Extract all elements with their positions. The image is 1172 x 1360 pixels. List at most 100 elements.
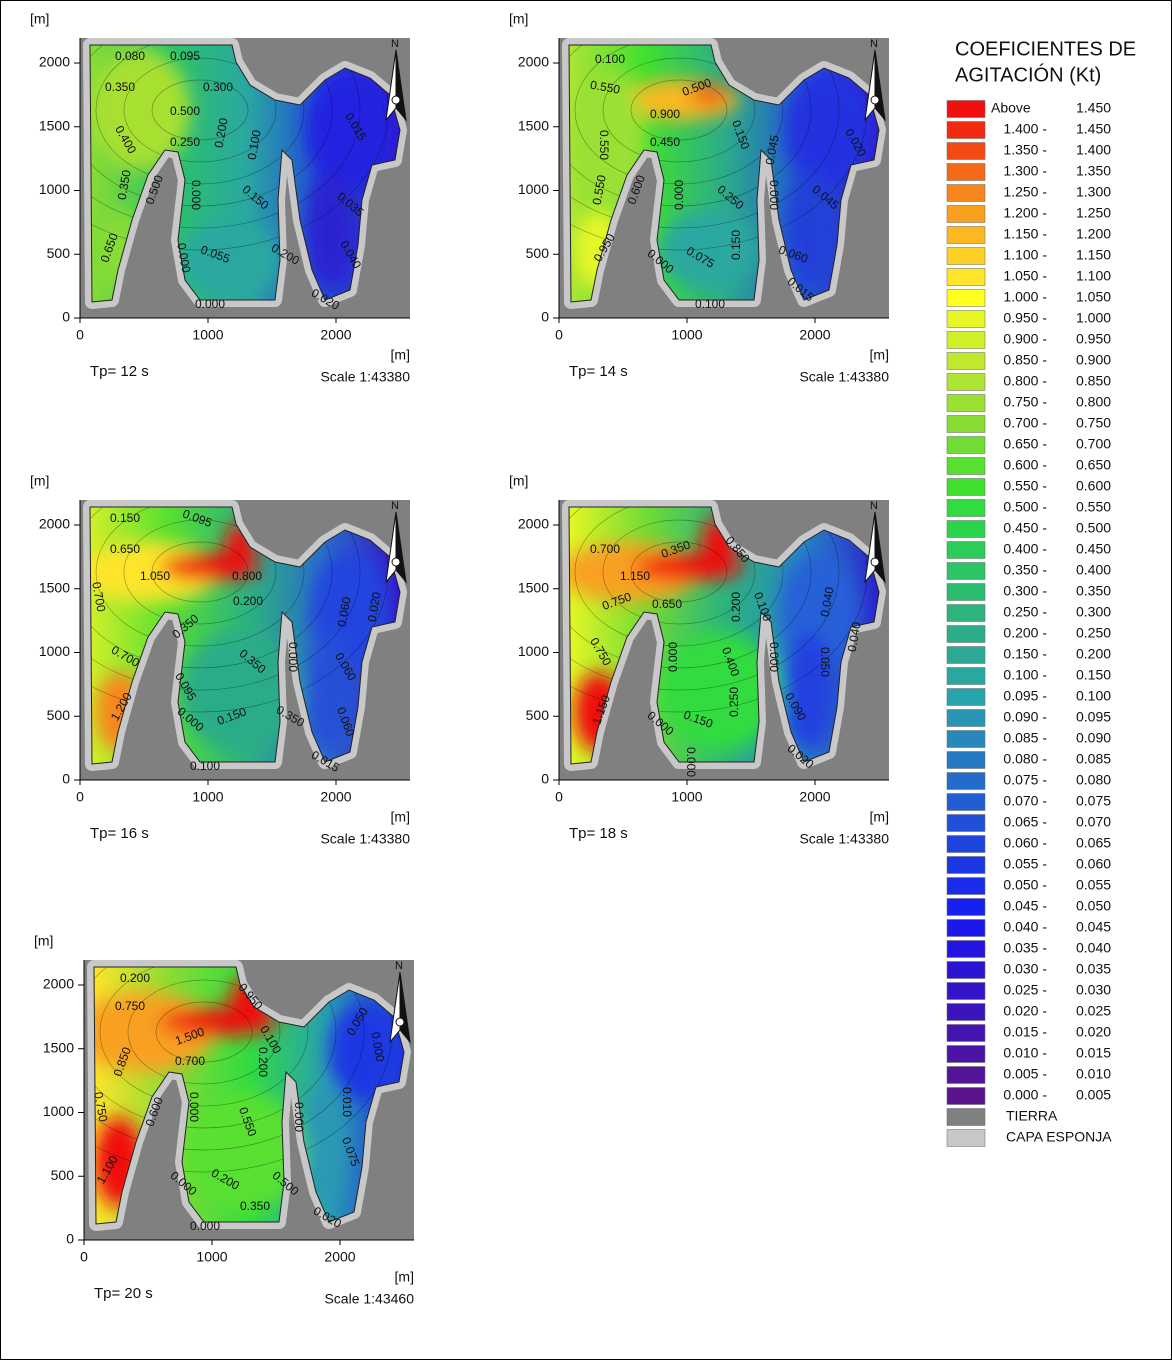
contour-label: 0.500 xyxy=(170,104,200,118)
agitation-zone xyxy=(304,1082,344,1202)
contour-label: 0.045 xyxy=(763,134,782,166)
scale-label: Scale 1:43460 xyxy=(324,1291,414,1307)
legend-high: 1.450 xyxy=(1076,100,1111,116)
legend-high: 0.850 xyxy=(1076,373,1111,389)
legend-high: 0.400 xyxy=(1076,562,1111,578)
legend-swatch xyxy=(946,1066,986,1084)
contour-label: 0.095 xyxy=(170,49,200,63)
legend-high: 0.015 xyxy=(1076,1045,1111,1061)
north-arrow-hub xyxy=(391,95,401,105)
legend-high: 0.070 xyxy=(1076,814,1111,830)
contour-line xyxy=(123,57,277,163)
legend-low: 0.600 - xyxy=(1003,457,1047,473)
legend-low: 1.350 - xyxy=(1003,142,1047,158)
legend-swatch xyxy=(946,1087,986,1105)
y-tick-label: 2000 xyxy=(518,54,549,70)
legend-swatch xyxy=(946,100,986,118)
legend-low: 0.800 - xyxy=(1003,373,1047,389)
legend-high: 1.100 xyxy=(1076,268,1111,284)
contour-label: 0.200 xyxy=(233,594,263,608)
contour-label: 0.350 xyxy=(105,80,135,94)
legend-swatch xyxy=(946,877,986,895)
legend-low: Above xyxy=(991,100,1031,116)
legend-low: 0.150 - xyxy=(1003,646,1047,662)
legend-high: 0.650 xyxy=(1076,457,1111,473)
contour-label: 0.650 xyxy=(652,597,682,611)
legend-high: 0.020 xyxy=(1076,1024,1111,1040)
legend-low: 0.000 - xyxy=(1003,1087,1047,1103)
legend-swatch xyxy=(946,121,986,139)
x-tick-label: 1000 xyxy=(671,327,702,343)
legend-high: 0.085 xyxy=(1076,751,1111,767)
y-tick-label: 0 xyxy=(541,309,549,325)
legend-swatch xyxy=(946,688,986,706)
contour-label: 0.000 xyxy=(190,1219,220,1233)
contour-label: 0.000 xyxy=(286,642,300,672)
contour-label: 0.080 xyxy=(115,49,145,63)
contour-label: 0.750 xyxy=(115,999,145,1013)
contour-label: 1.150 xyxy=(620,569,650,583)
legend-swatch xyxy=(946,793,986,811)
contour-label: 0.040 xyxy=(845,621,864,653)
y-tick-label: 1000 xyxy=(39,181,70,197)
legend-title: COEFICIENTES DE xyxy=(955,38,1136,60)
legend-low: 0.010 - xyxy=(1003,1045,1047,1061)
legend-low: 1.200 - xyxy=(1003,205,1047,221)
agitation-zone xyxy=(305,170,355,290)
legend-low: 0.005 - xyxy=(1003,1066,1047,1082)
legend-low: 1.250 - xyxy=(1003,184,1047,200)
y-tick-label: 500 xyxy=(526,707,550,723)
legend-swatch xyxy=(946,961,986,979)
legend-low: 0.065 - xyxy=(1003,814,1047,830)
legend-swatch xyxy=(946,751,986,769)
legend-low: 0.300 - xyxy=(1003,583,1047,599)
legend-swatch xyxy=(946,625,986,643)
scale-label: Scale 1:43380 xyxy=(799,831,889,847)
legend-swatch xyxy=(946,415,986,433)
legend-high: 0.250 xyxy=(1076,625,1111,641)
legend-swatch xyxy=(946,499,986,517)
legend-label: CAPA ESPONJA xyxy=(1006,1129,1112,1145)
y-tick-label: 500 xyxy=(47,245,71,261)
coastline xyxy=(93,966,405,1225)
contour-line xyxy=(569,507,840,691)
legend-low: 0.550 - xyxy=(1003,478,1047,494)
north-label: N xyxy=(870,500,878,512)
legend-high: 1.350 xyxy=(1076,163,1111,179)
legend-swatch xyxy=(946,184,986,202)
y-tick-label: 0 xyxy=(66,1231,74,1247)
agitation-field xyxy=(90,507,390,752)
legend-low: 0.020 - xyxy=(1003,1003,1047,1019)
legend-high: 0.095 xyxy=(1076,709,1111,725)
x-tick-label: 2000 xyxy=(320,327,351,343)
legend-low: 0.100 - xyxy=(1003,667,1047,683)
north-label: N xyxy=(395,960,403,972)
contour-label: 0.150 xyxy=(110,511,140,525)
contour-label: 0.020 xyxy=(365,591,384,623)
scale-label: Scale 1:43380 xyxy=(799,369,889,385)
legend-swatch xyxy=(946,331,986,349)
legend-swatch xyxy=(946,562,986,580)
legend-swatch xyxy=(946,520,986,538)
contour-label: 0.040 xyxy=(818,586,837,618)
legend-low: 0.045 - xyxy=(1003,898,1047,914)
x-axis-label: [m] xyxy=(391,809,410,825)
legend-high: 1.250 xyxy=(1076,205,1111,221)
x-tick-label: 1000 xyxy=(192,327,223,343)
x-axis-label: [m] xyxy=(870,347,889,363)
contour-label: 0.150 xyxy=(729,230,743,260)
north-label: N xyxy=(391,38,399,50)
legend-swatch xyxy=(946,1024,986,1042)
y-tick-label: 1500 xyxy=(39,117,70,133)
legend-high: 0.100 xyxy=(1076,688,1111,704)
contour-label: 0.000 xyxy=(187,1092,201,1122)
contour-label: 0.350 xyxy=(115,169,134,201)
legend-high: 0.350 xyxy=(1076,583,1111,599)
contour-label: 0.100 xyxy=(595,52,625,66)
legend-low: 0.900 - xyxy=(1003,331,1047,347)
legend-swatch xyxy=(946,478,986,496)
legend-high: 1.300 xyxy=(1076,184,1111,200)
legend-high: 0.950 xyxy=(1076,331,1111,347)
legend-swatch xyxy=(946,373,986,391)
legend-high: 0.060 xyxy=(1076,856,1111,872)
